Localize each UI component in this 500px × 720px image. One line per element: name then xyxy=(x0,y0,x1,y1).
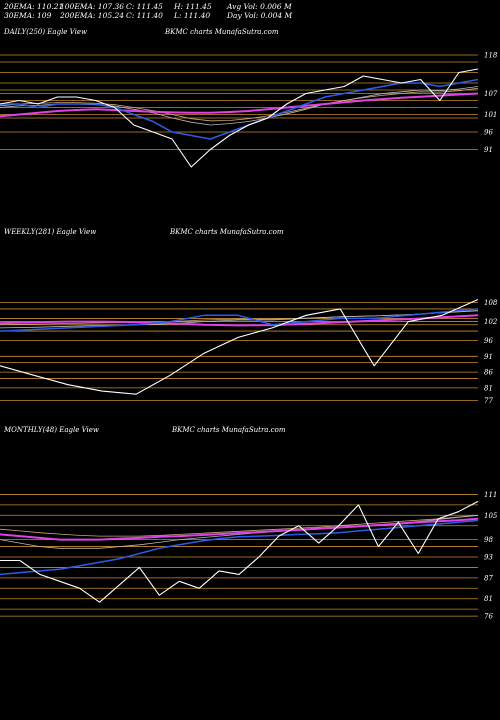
panel-0-series-0 xyxy=(0,68,479,168)
panel-0-tick-label-1: 107 xyxy=(484,90,498,98)
panel-1-series-3 xyxy=(0,310,479,329)
ema30-label: 30EMA: 109 xyxy=(4,11,52,20)
panel-2-series-1 xyxy=(0,519,479,576)
panel-2-series-0 xyxy=(0,500,479,603)
close-label-2: C: 111.40 xyxy=(126,11,163,20)
ema20-label: 20EMA: 110.21 xyxy=(4,2,64,11)
panel-1-tick-label-4: 86 xyxy=(484,369,493,377)
panel-1-tick-label-0: 108 xyxy=(484,299,498,307)
panel-1-series-0 xyxy=(0,298,479,395)
panel-1-tick-label-3: 91 xyxy=(484,353,493,361)
panel-0-series-4 xyxy=(0,87,479,122)
panel-1-series-4 xyxy=(0,310,479,326)
panel-0-subtitle: BKMC charts MunafaSutra.com xyxy=(164,28,279,36)
high-label: H: 111.45 xyxy=(174,2,212,11)
panel-2-tick-label-5: 81 xyxy=(484,595,493,603)
panel-2-series-2 xyxy=(0,517,479,541)
panel-2-subtitle: BKMC charts MunafaSutra.com xyxy=(171,426,286,434)
panel-0-tick-label-4: 91 xyxy=(484,146,493,154)
panel-1-tick-label-5: 81 xyxy=(484,384,493,392)
panel-2-tick-label-1: 105 xyxy=(484,512,498,520)
day-vol-label: Day Vol: 0.004 M xyxy=(227,11,293,20)
panel-2-tick-label-2: 98 xyxy=(484,536,493,544)
panel-2-tick-label-4: 87 xyxy=(484,574,493,582)
ema200-label: 200EMA: 105.24 xyxy=(60,11,125,20)
panel-0-tick-label-0: 118 xyxy=(484,52,498,60)
panel-0-tick-label-2: 101 xyxy=(484,111,497,119)
panel-2-title: MONTHLY(48) Eagle View xyxy=(3,426,99,434)
panel-1-subtitle: BKMC charts MunafaSutra.com xyxy=(169,228,284,236)
panel-1-tick-label-2: 96 xyxy=(484,337,493,345)
panel-1-title: WEEKLY(281) Eagle View xyxy=(4,228,96,236)
avg-vol-label: Avg Vol: 0.006 M xyxy=(227,2,292,11)
panel-2-tick-label-6: 76 xyxy=(484,613,493,621)
panel-0-tick-label-3: 96 xyxy=(484,129,493,137)
panel-2-series-3 xyxy=(0,514,479,549)
low-label: L: 111.40 xyxy=(174,11,211,20)
panel-1-tick-label-1: 102 xyxy=(484,318,498,326)
panel-1-series-1 xyxy=(0,308,479,332)
panel-2-tick-label-3: 93 xyxy=(484,554,493,562)
panel-1-tick-label-6: 77 xyxy=(484,397,493,405)
ema100-label: 100EMA: 107.36 xyxy=(60,2,125,11)
panel-1-series-2 xyxy=(0,314,479,327)
panel-0-series-1 xyxy=(0,78,479,140)
panel-0-title: DAILY(250) Eagle View xyxy=(3,28,87,36)
panel-2-series-4 xyxy=(0,514,479,537)
close-label: C: 111.45 xyxy=(126,2,163,11)
panel-2-tick-label-0: 111 xyxy=(484,491,497,499)
panel-0-series-2 xyxy=(0,92,479,118)
